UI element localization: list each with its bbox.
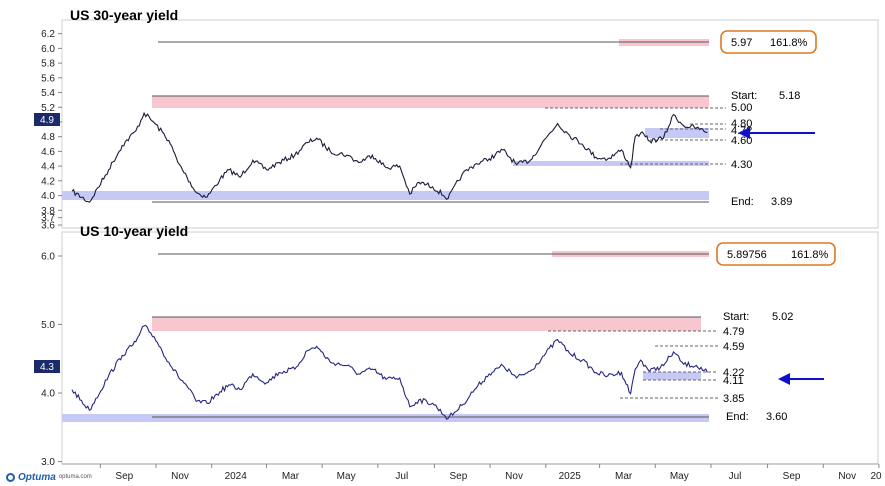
start-value-30y: 5.18 [779, 90, 800, 102]
arrow-icon [778, 373, 824, 385]
y-tick-label: 4.0 [41, 389, 55, 400]
current-value-10y: 4.3 [40, 362, 54, 373]
fib-box-10y [716, 242, 836, 266]
level-label-30y: 4.60 [731, 135, 752, 147]
fib-value-10y: 5.89756 [727, 249, 767, 261]
level-label-30y: 4.80 [731, 118, 752, 130]
y-tick-label: 5.6 [41, 73, 55, 84]
y-tick-label: 3.0 [41, 457, 55, 468]
x-tick-label: Sep [450, 471, 468, 482]
level-label-30y: 4.30 [731, 159, 752, 171]
y-tick-label: 5.0 [41, 320, 55, 331]
y-tick-label: 4.6 [41, 147, 55, 158]
y-tick-label: 3.8 [41, 206, 55, 217]
end-label-30y: End: [731, 196, 754, 208]
start-value-10y: 5.02 [772, 311, 793, 323]
x-tick-label: Sep [783, 471, 801, 482]
title-10y: US 10-year yield [80, 223, 188, 239]
x-tick-label: Jul [395, 471, 408, 482]
y-tick-label: 6.0 [41, 44, 55, 55]
y-tick-label: 6.2 [41, 29, 55, 40]
x-tick-label: Jul [729, 471, 742, 482]
level-label-10y: 4.11 [723, 375, 744, 387]
fib-pct-10y: 161.8% [791, 249, 829, 261]
level-band-10y [643, 372, 701, 380]
brand-name: Optuma [18, 471, 56, 483]
level-label-10y: 4.22 [723, 367, 744, 379]
x-tick-label: May [670, 471, 689, 482]
level-band-30y-a [645, 128, 709, 138]
fib-pct-30y: 161.8% [770, 37, 808, 49]
end-label-10y: End: [726, 411, 749, 423]
x-axis-ticks: Sep Nov 2024 Mar May Jul Sep Nov 2025 Mar May Jul Se… [99, 464, 882, 482]
x-tick-label: Nov [171, 471, 189, 482]
level-band-30y-b [513, 161, 709, 166]
y-tick-label: 3.6 [41, 221, 55, 232]
fib-box-30y [720, 30, 817, 54]
end-value-30y: 3.89 [771, 196, 792, 208]
series-line-30y [71, 111, 708, 203]
series-line-10y [71, 324, 708, 420]
panel-10y: US 10-year yield 6.0 5.0 4.0 3.0 4.3 5.8975… [34, 223, 836, 468]
support-zone-30y [62, 191, 709, 200]
x-tick-label: 2025 [559, 471, 582, 482]
x-tick-label: Nov [838, 471, 856, 482]
y-ticks-10y: 6.0 5.0 4.0 3.0 [41, 251, 62, 468]
y-ticks-30y: 6.26.05.85.65.45.25.04.84.64.44.24.03.83… [41, 29, 62, 232]
x-tick-label: Nov [505, 471, 523, 482]
panel-10y-frame [61, 231, 879, 465]
y-tick-label: 4.4 [41, 162, 55, 173]
support-zone-10y [62, 414, 709, 422]
end-value-10y: 3.60 [766, 411, 787, 423]
y-tick-label: 5.4 [41, 88, 55, 99]
resistance-zone-10y [152, 317, 701, 331]
start-label-30y: Start: [731, 90, 757, 102]
level-label-30y: 5.00 [731, 102, 752, 114]
level-label-10y: 4.59 [723, 341, 744, 353]
resistance-zone-30y [152, 96, 709, 108]
y-tick-label: 4.0 [41, 191, 55, 202]
y-tick-label: 3.7 [41, 213, 55, 224]
x-tick-label: May [337, 471, 356, 482]
current-value-30y: 4.9 [40, 115, 54, 126]
x-tick-label: Mar [282, 471, 300, 482]
y-tick-label: 5.8 [41, 59, 55, 70]
brand-url: optuma.com [58, 474, 92, 480]
y-tick-label: 4.8 [41, 132, 55, 143]
level-label-10y: 3.85 [723, 393, 744, 405]
level-label-10y: 4.79 [723, 326, 744, 338]
x-tick-label: Mar [615, 471, 633, 482]
current-value-badge-10y [34, 360, 60, 373]
x-tick-label: 2024 [225, 471, 248, 482]
current-value-badge-30y [34, 113, 60, 126]
x-tick-label: 20 [870, 471, 882, 482]
title-30y: US 30-year yield [70, 7, 178, 23]
x-tick-label: Sep [115, 471, 133, 482]
y-tick-label: 4.2 [41, 176, 55, 187]
arrow-icon [738, 127, 815, 139]
panel-30y: US 30-year yield 6.26.05.85.65.45.25.04.… [34, 7, 817, 232]
y-tick-label: 6.0 [41, 251, 55, 262]
panel-30y-frame [61, 19, 879, 229]
fib-value-30y: 5.97 [731, 37, 752, 49]
brand-footer: Optuma optuma.com [6, 470, 92, 484]
start-label-10y: Start: [723, 311, 749, 323]
y-tick-label: 5.2 [41, 103, 55, 114]
optuma-logo-icon [6, 472, 15, 482]
